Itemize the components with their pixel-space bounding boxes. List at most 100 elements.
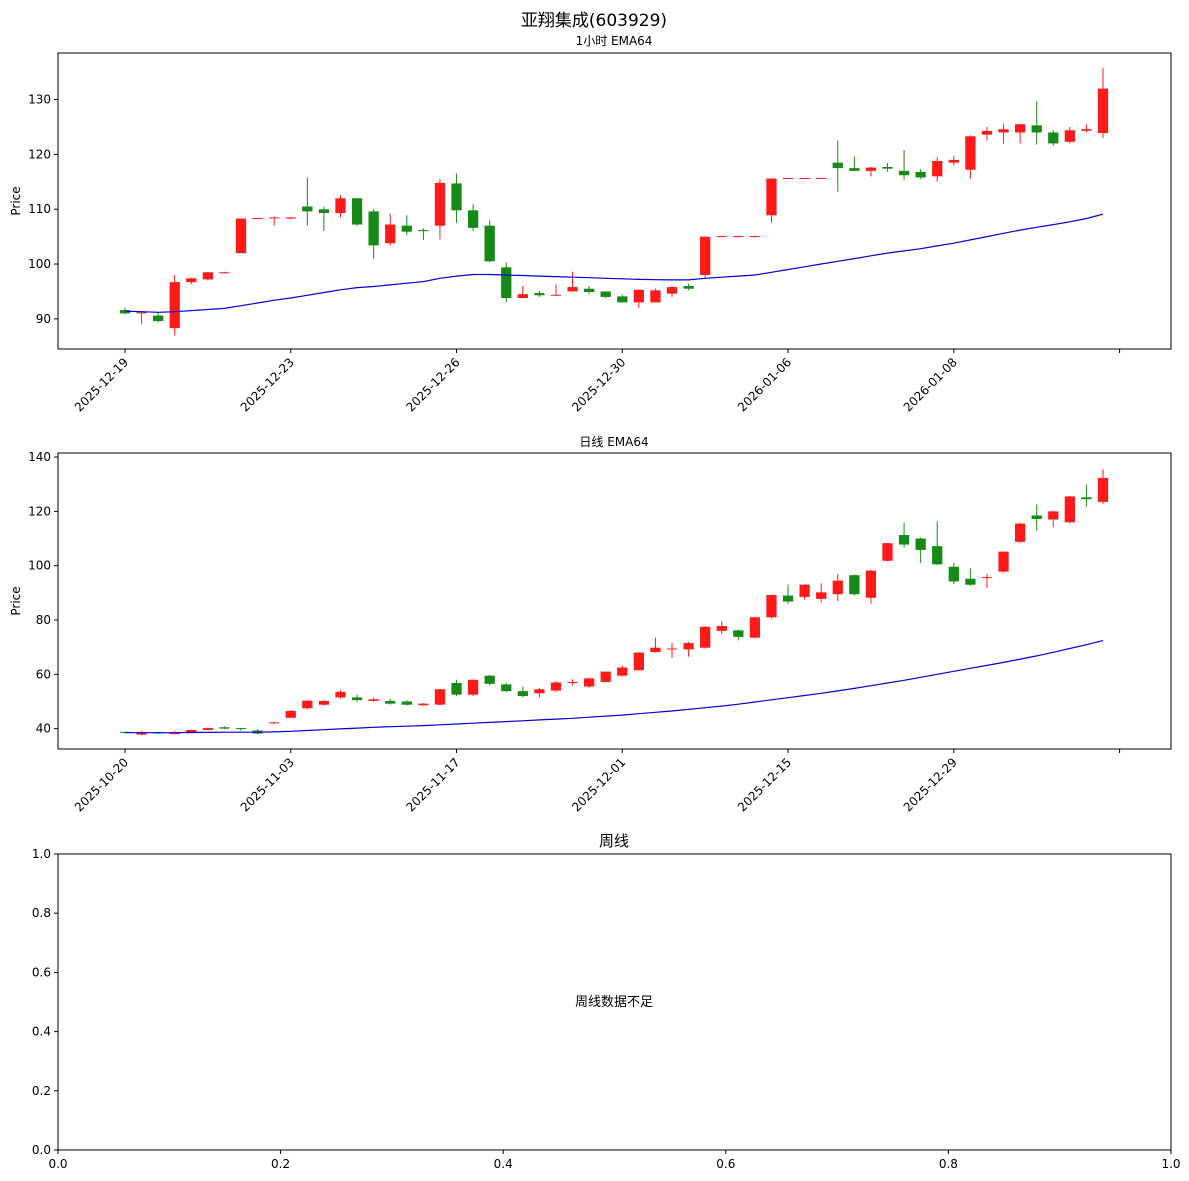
candle-body <box>700 236 711 275</box>
y-tick-label: 110 <box>28 202 51 216</box>
candle-body <box>733 630 744 637</box>
y-tick-label: 100 <box>28 257 51 271</box>
candle <box>235 727 247 731</box>
candle-body <box>733 236 744 238</box>
y-tick-label: 0.6 <box>32 965 51 979</box>
candle <box>385 213 396 246</box>
x-tick-label: 0.4 <box>494 1157 513 1171</box>
hourly-candles <box>119 67 1109 336</box>
candle <box>285 710 296 719</box>
candle-body <box>666 648 678 650</box>
candle-body <box>235 218 247 254</box>
hourly-y-axis: 90 100 110 120 130 <box>28 93 58 326</box>
candle <box>1031 504 1042 531</box>
candle <box>186 277 197 285</box>
candle-body <box>302 700 313 709</box>
candle-body <box>517 691 528 697</box>
candle <box>816 583 827 603</box>
candle <box>484 220 495 263</box>
candle-body <box>550 682 562 691</box>
candle-body <box>716 236 727 238</box>
candle-body <box>385 700 396 704</box>
candle <box>716 621 727 635</box>
candle <box>401 215 412 235</box>
candle <box>302 177 313 226</box>
candle <box>351 198 363 226</box>
candle <box>849 574 860 596</box>
weekly-chart-title: 周线 <box>599 832 629 850</box>
x-tick-label: 0.2 <box>271 1157 290 1171</box>
candle <box>418 703 429 706</box>
y-tick-label: 0.8 <box>32 906 51 920</box>
candle-body <box>418 703 429 706</box>
candle <box>882 163 893 172</box>
candle <box>898 150 910 180</box>
candle <box>617 294 628 303</box>
candle-body <box>981 577 993 579</box>
candle <box>484 674 495 686</box>
daily-y-axis-label: Price <box>9 586 23 615</box>
candle-body <box>285 710 296 718</box>
candle-body <box>998 551 1009 572</box>
candle <box>766 594 777 619</box>
candle <box>501 682 512 692</box>
candle-body <box>501 684 512 692</box>
candle <box>318 206 330 232</box>
candle <box>136 311 147 325</box>
figure-title: 亚翔集成(603929) <box>521 11 667 31</box>
candle <box>451 173 462 223</box>
candle <box>915 537 926 563</box>
candle-body <box>202 728 214 730</box>
candle-body <box>882 543 893 561</box>
candle-body <box>617 667 628 676</box>
candle <box>153 312 164 323</box>
candle-body <box>534 689 545 694</box>
candle-body <box>484 675 495 684</box>
candle-body <box>1031 515 1042 519</box>
candle <box>1048 510 1059 528</box>
candle <box>666 643 678 659</box>
candle-body <box>832 162 843 169</box>
candle <box>1031 101 1042 145</box>
candle-body <box>816 177 827 179</box>
candle <box>832 140 843 192</box>
candle <box>302 700 313 710</box>
candle-body <box>136 312 147 314</box>
y-tick-label: 140 <box>28 450 51 464</box>
candle-body <box>948 566 959 582</box>
candle-body <box>898 170 910 176</box>
candle-body <box>782 177 794 179</box>
candle <box>816 177 827 180</box>
candle-body <box>600 291 611 297</box>
candle-body <box>219 727 230 729</box>
candle-body <box>401 225 412 232</box>
candle-body <box>534 293 545 296</box>
hourly-ema-series <box>124 213 1104 313</box>
candle <box>385 698 396 705</box>
candle-body <box>1048 132 1059 144</box>
candle-body <box>633 652 645 671</box>
candle-body <box>368 699 379 701</box>
candle-body <box>1014 523 1026 542</box>
daily-ema-series <box>125 640 1104 734</box>
candle <box>451 679 462 697</box>
candle <box>368 697 379 702</box>
ema-line <box>125 640 1104 734</box>
candle-body <box>932 546 943 565</box>
candle <box>633 289 645 308</box>
candle <box>799 177 810 180</box>
candle-body <box>932 160 943 177</box>
candle <box>617 665 628 677</box>
candle-body <box>517 294 528 299</box>
candle <box>716 235 727 238</box>
candle <box>998 123 1009 144</box>
candle <box>335 690 346 699</box>
candle <box>169 275 180 336</box>
candle-body <box>882 167 893 169</box>
candle-body <box>650 290 661 303</box>
candle <box>285 216 296 220</box>
y-tick-label: 0.2 <box>32 1084 51 1098</box>
candle <box>401 700 412 706</box>
candle-body <box>335 198 346 214</box>
x-tick-label: 1.0 <box>1161 1157 1180 1171</box>
